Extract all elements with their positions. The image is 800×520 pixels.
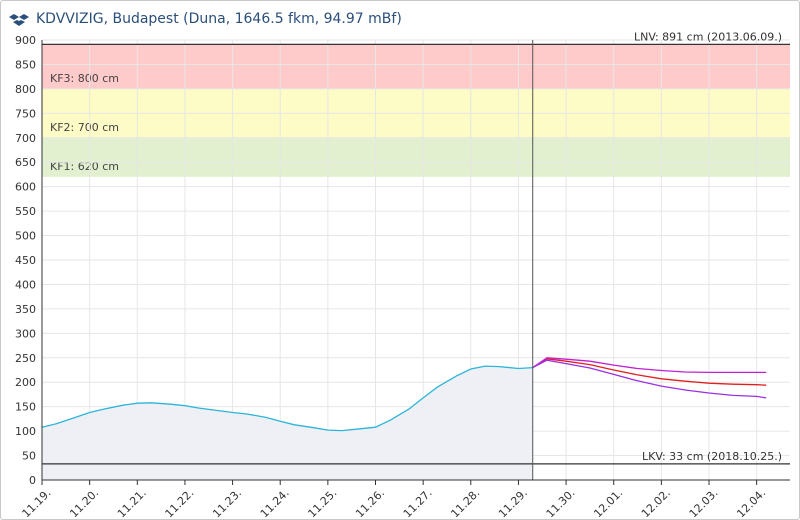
y-tick-label: 150 [15, 401, 36, 414]
series-line-2 [532, 358, 767, 386]
y-tick-label: 250 [15, 352, 36, 365]
x-tick-label: 11.23. [210, 486, 244, 520]
x-tick-label: 11.30. [544, 486, 578, 520]
y-tick-label: 400 [15, 278, 36, 291]
y-tick-label: 350 [15, 303, 36, 316]
y-tick-label: 550 [15, 205, 36, 218]
warning-bands: KF1: 620 cm KF2: 700 cm KF3: 800 cm [42, 44, 790, 177]
x-tick-label: 11.27. [401, 486, 435, 520]
kdvvizig-logo-icon [9, 14, 29, 26]
x-tick-label: 11.28. [448, 486, 482, 520]
y-tick-label: 50 [22, 450, 36, 463]
series-line-3 [532, 357, 767, 374]
y-tick-label: 750 [15, 107, 36, 120]
band-label-1: KF1: 620 cm [50, 160, 119, 173]
axes [41, 40, 790, 485]
y-tick-label: 850 [15, 58, 36, 71]
x-tick-label: 11.20. [67, 486, 101, 520]
x-tick-label: 11.22. [163, 486, 197, 520]
y-tick-label: 100 [15, 425, 36, 438]
y-tick-label: 600 [15, 181, 36, 194]
reference-lines: LNV: 891 cm (2013.06.09.) LKV: 33 cm (201… [42, 30, 790, 480]
x-tick-labels: 11.19. 11.20. 11.21. 11.22. 11.23. 11.24. 11.2… [20, 486, 769, 520]
chart-title: KDVVIZIG, Budapest (Duna, 1646.5 fkm, 94… [36, 11, 402, 27]
series-line-4 [532, 359, 767, 399]
warning-band-3 [42, 44, 790, 89]
series-line-1 [41, 365, 533, 432]
reference-label-2: LKV: 33 cm (2018.10.25.) [642, 450, 782, 463]
y-tick-label: 300 [15, 327, 36, 340]
x-tick-label: 11.29. [496, 486, 530, 520]
x-tick-label: 11.19. [20, 486, 54, 520]
x-tick-label: 11.24. [258, 486, 292, 520]
y-tick-label: 200 [15, 376, 36, 389]
x-tick-label: 12.01. [591, 486, 625, 520]
chart-header: KDVVIZIG, Budapest (Duna, 1646.5 fkm, 94… [8, 6, 402, 32]
y-tick-label: 450 [15, 254, 36, 267]
y-tick-label: 700 [15, 132, 36, 145]
reference-label-1: LNV: 891 cm (2013.06.09.) [634, 30, 782, 43]
y-tick-label: 900 [15, 34, 36, 47]
series-layer [41, 357, 767, 480]
x-tick-label: 12.04. [734, 486, 768, 520]
x-tick-label: 12.02. [639, 486, 673, 520]
y-tick-labels: 0 50 100 150 200 250 300 350 400 450 500 550 600 650 7… [15, 34, 36, 487]
y-tick-label: 650 [15, 156, 36, 169]
warning-band-1 [42, 137, 790, 177]
x-tick-label: 12.03. [687, 486, 721, 520]
band-label-2: KF2: 700 cm [50, 121, 119, 134]
y-tick-label: 800 [15, 83, 36, 96]
y-tick-label: 500 [15, 230, 36, 243]
x-tick-label: 11.25. [305, 486, 339, 520]
band-label-3: KF3: 800 cm [50, 72, 119, 85]
x-tick-label: 11.26. [353, 486, 387, 520]
y-tick-label: 0 [29, 474, 36, 487]
x-tick-label: 11.21. [115, 486, 149, 520]
